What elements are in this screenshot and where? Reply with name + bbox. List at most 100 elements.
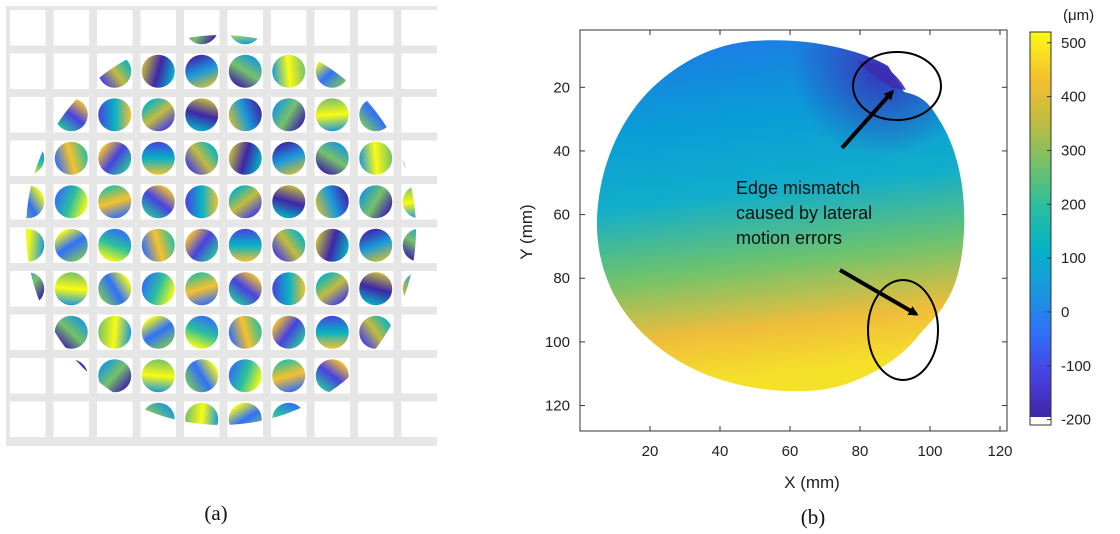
subaperture-disk — [315, 185, 349, 219]
subaperture-disk — [141, 98, 175, 132]
subaperture-disk — [141, 228, 175, 262]
subaperture-disk — [272, 228, 306, 262]
subaperture-disk — [54, 228, 88, 262]
y-tick-label: 60 — [553, 207, 570, 224]
y-axis-label: Y (mm) — [517, 204, 536, 259]
annotation-line-2: caused by lateral — [736, 203, 872, 223]
subaperture-disk — [359, 141, 393, 175]
colorbar-tick-label: 500 — [1061, 35, 1086, 52]
grid-cell — [53, 53, 89, 89]
subaperture-disk — [54, 185, 88, 219]
grid-cell — [358, 10, 394, 46]
grid-cell — [10, 10, 46, 46]
subaperture-disk — [54, 272, 88, 306]
subaperture-disk — [228, 315, 262, 349]
subaperture-disk — [185, 228, 219, 262]
panel-a-label: (a) — [204, 501, 227, 525]
grid-cell — [401, 271, 437, 307]
subaperture-disk — [359, 185, 393, 219]
grid-cell — [401, 358, 437, 394]
subaperture-disk — [141, 315, 175, 349]
colorbar-tick-label: 200 — [1061, 196, 1086, 213]
subaperture-disk — [315, 98, 349, 132]
subaperture-disk — [98, 272, 132, 306]
colorbar-tick-label: 0 — [1061, 304, 1069, 321]
subaperture-disk — [228, 402, 262, 425]
panel-b-label: (b) — [801, 505, 826, 529]
subaperture-disk — [185, 98, 219, 132]
x-tick-label: 40 — [712, 443, 729, 460]
colorbar-white-end — [1030, 417, 1051, 425]
subaperture-disk — [141, 359, 175, 393]
top-arrow — [840, 89, 894, 150]
grid-cell — [53, 401, 89, 437]
x-tick-label: 20 — [642, 443, 659, 460]
subaperture-disk — [185, 141, 219, 175]
x-tick-label: 120 — [987, 443, 1012, 460]
subaperture-disk — [315, 141, 349, 175]
subaperture-disk — [272, 98, 306, 132]
grid-cell — [314, 401, 350, 437]
y-axis-ticks: 20 40 60 80 100 120 — [545, 79, 1007, 415]
subaperture-disk — [26, 228, 45, 262]
subaperture-disk — [98, 185, 132, 219]
subaperture-disk — [272, 315, 306, 349]
grid-cell — [401, 97, 437, 133]
annotation-line-1: Edge mismatch — [736, 178, 860, 198]
subaperture-disk — [272, 272, 306, 306]
grid-cell — [140, 10, 176, 46]
subaperture-disk — [141, 272, 175, 306]
subaperture-disk — [315, 272, 349, 306]
y-tick-label: 80 — [553, 270, 570, 287]
subaperture-disk — [54, 141, 88, 175]
grid-cell — [53, 10, 89, 46]
grid-cell — [97, 10, 133, 46]
y-tick-label: 20 — [553, 79, 570, 96]
colorbar-frame — [1029, 31, 1052, 426]
subaperture-disk — [185, 402, 219, 425]
subaperture-disk — [272, 54, 306, 88]
subaperture-disk — [141, 141, 175, 175]
colorbar-tick-label: -100 — [1061, 358, 1091, 375]
panel-a: (a) — [6, 6, 437, 525]
top-mismatch-ellipse — [852, 51, 942, 121]
subaperture-disk — [141, 185, 175, 219]
grid-cell — [10, 401, 46, 437]
colorbar — [1030, 32, 1051, 417]
colorbar-ticks: -200 -100 0 100 200 300 400 500 — [1047, 35, 1091, 429]
x-tick-label: 100 — [917, 443, 942, 460]
colorbar-unit: (μm) — [1063, 7, 1094, 24]
subaperture-disk — [402, 185, 416, 219]
subaperture-disk — [228, 228, 262, 262]
subaperture-disk — [98, 359, 132, 393]
subaperture-disk — [98, 315, 132, 349]
subaperture-disk — [359, 272, 393, 306]
colorbar-tick-label: 300 — [1061, 142, 1086, 159]
subaperture-disk — [185, 272, 219, 306]
grid-cell — [358, 53, 394, 89]
subaperture-disk — [98, 228, 132, 262]
grid-cell — [97, 401, 133, 437]
x-tick-label: 80 — [852, 443, 869, 460]
subaperture-disk — [185, 54, 219, 88]
colorbar-tick-label: 100 — [1061, 250, 1086, 267]
grid-cell — [314, 10, 350, 46]
subaperture-disk — [141, 54, 175, 88]
subaperture-disk — [228, 54, 262, 88]
grid-cell — [53, 358, 89, 394]
subaperture-disk — [98, 98, 132, 132]
subaperture-disk — [315, 315, 349, 349]
panel-b: Edge mismatch caused by lateral motion e… — [517, 7, 1094, 529]
grid-cell — [271, 10, 307, 46]
grid-cell — [10, 53, 46, 89]
grid-cell — [358, 401, 394, 437]
subaperture-disk — [185, 315, 219, 349]
subaperture-disk — [228, 98, 262, 132]
y-tick-label: 120 — [545, 398, 570, 415]
grid-cell — [401, 10, 437, 46]
subaperture-grid — [10, 10, 437, 437]
subaperture-disk — [228, 272, 262, 306]
subaperture-disk — [359, 228, 393, 262]
top-edge-mismatch-region — [858, 61, 906, 90]
x-tick-label: 60 — [782, 443, 799, 460]
